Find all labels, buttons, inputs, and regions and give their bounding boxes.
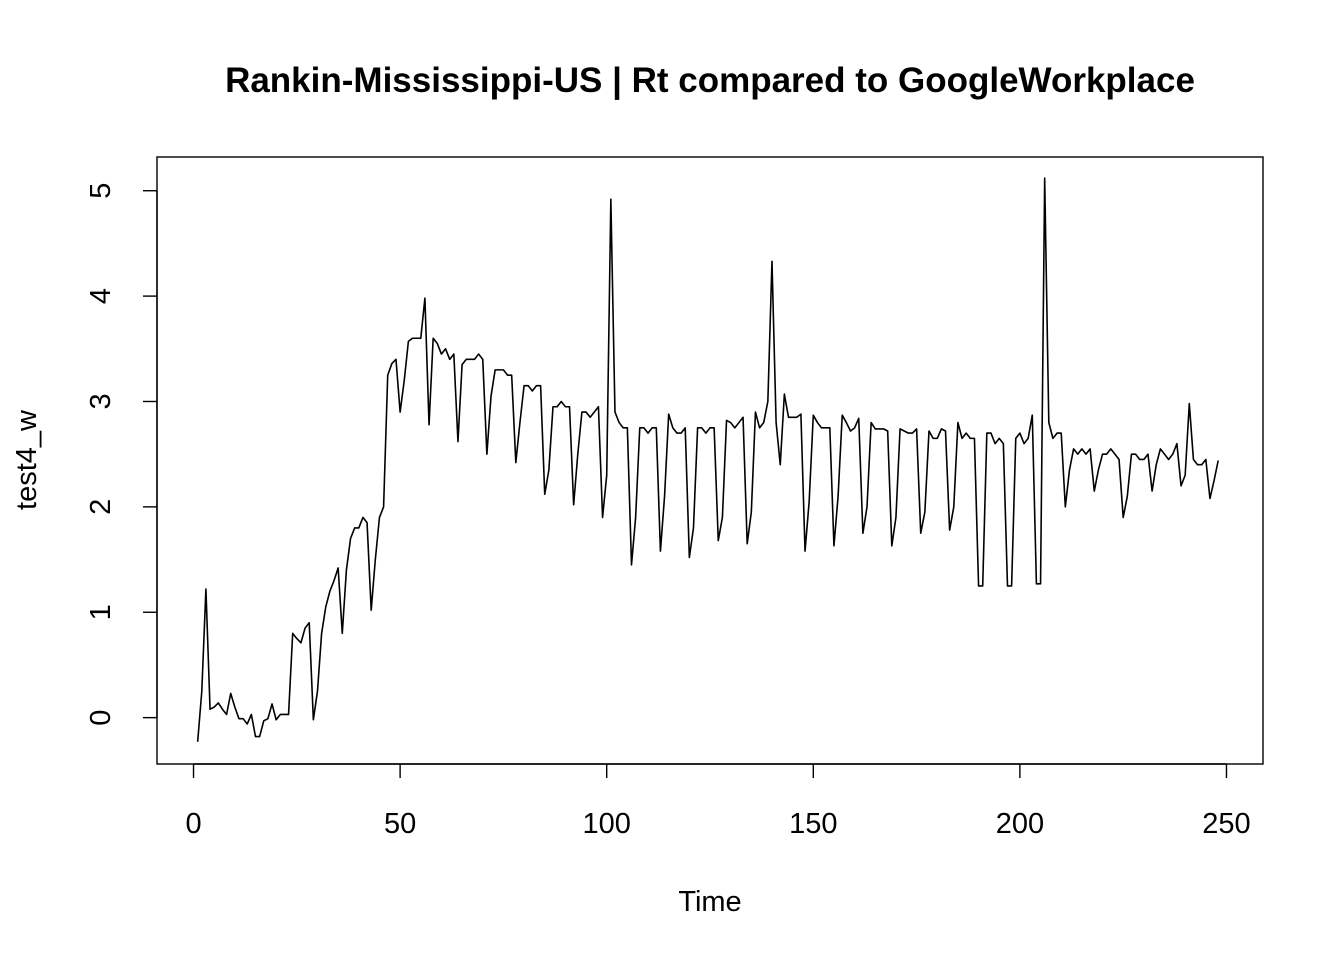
y-tick-label: 2: [85, 499, 117, 515]
y-tick-label: 0: [85, 710, 117, 726]
y-tick-label: 5: [85, 183, 117, 199]
y-tick-label: 3: [85, 393, 117, 409]
y-tick-label: 4: [85, 288, 117, 304]
x-axis-label: Time: [678, 886, 741, 918]
x-tick-label: 100: [583, 808, 631, 840]
x-tick-label: 200: [996, 808, 1044, 840]
x-tick-label: 0: [185, 808, 201, 840]
x-tick-label: 150: [789, 808, 837, 840]
x-tick-label: 250: [1202, 808, 1250, 840]
x-tick-label: 50: [384, 808, 416, 840]
y-tick-label: 1: [85, 604, 117, 620]
y-axis-label: test4_w: [11, 409, 43, 510]
chart-title: Rankin-Mississippi-US | Rt compared to G…: [225, 61, 1195, 100]
